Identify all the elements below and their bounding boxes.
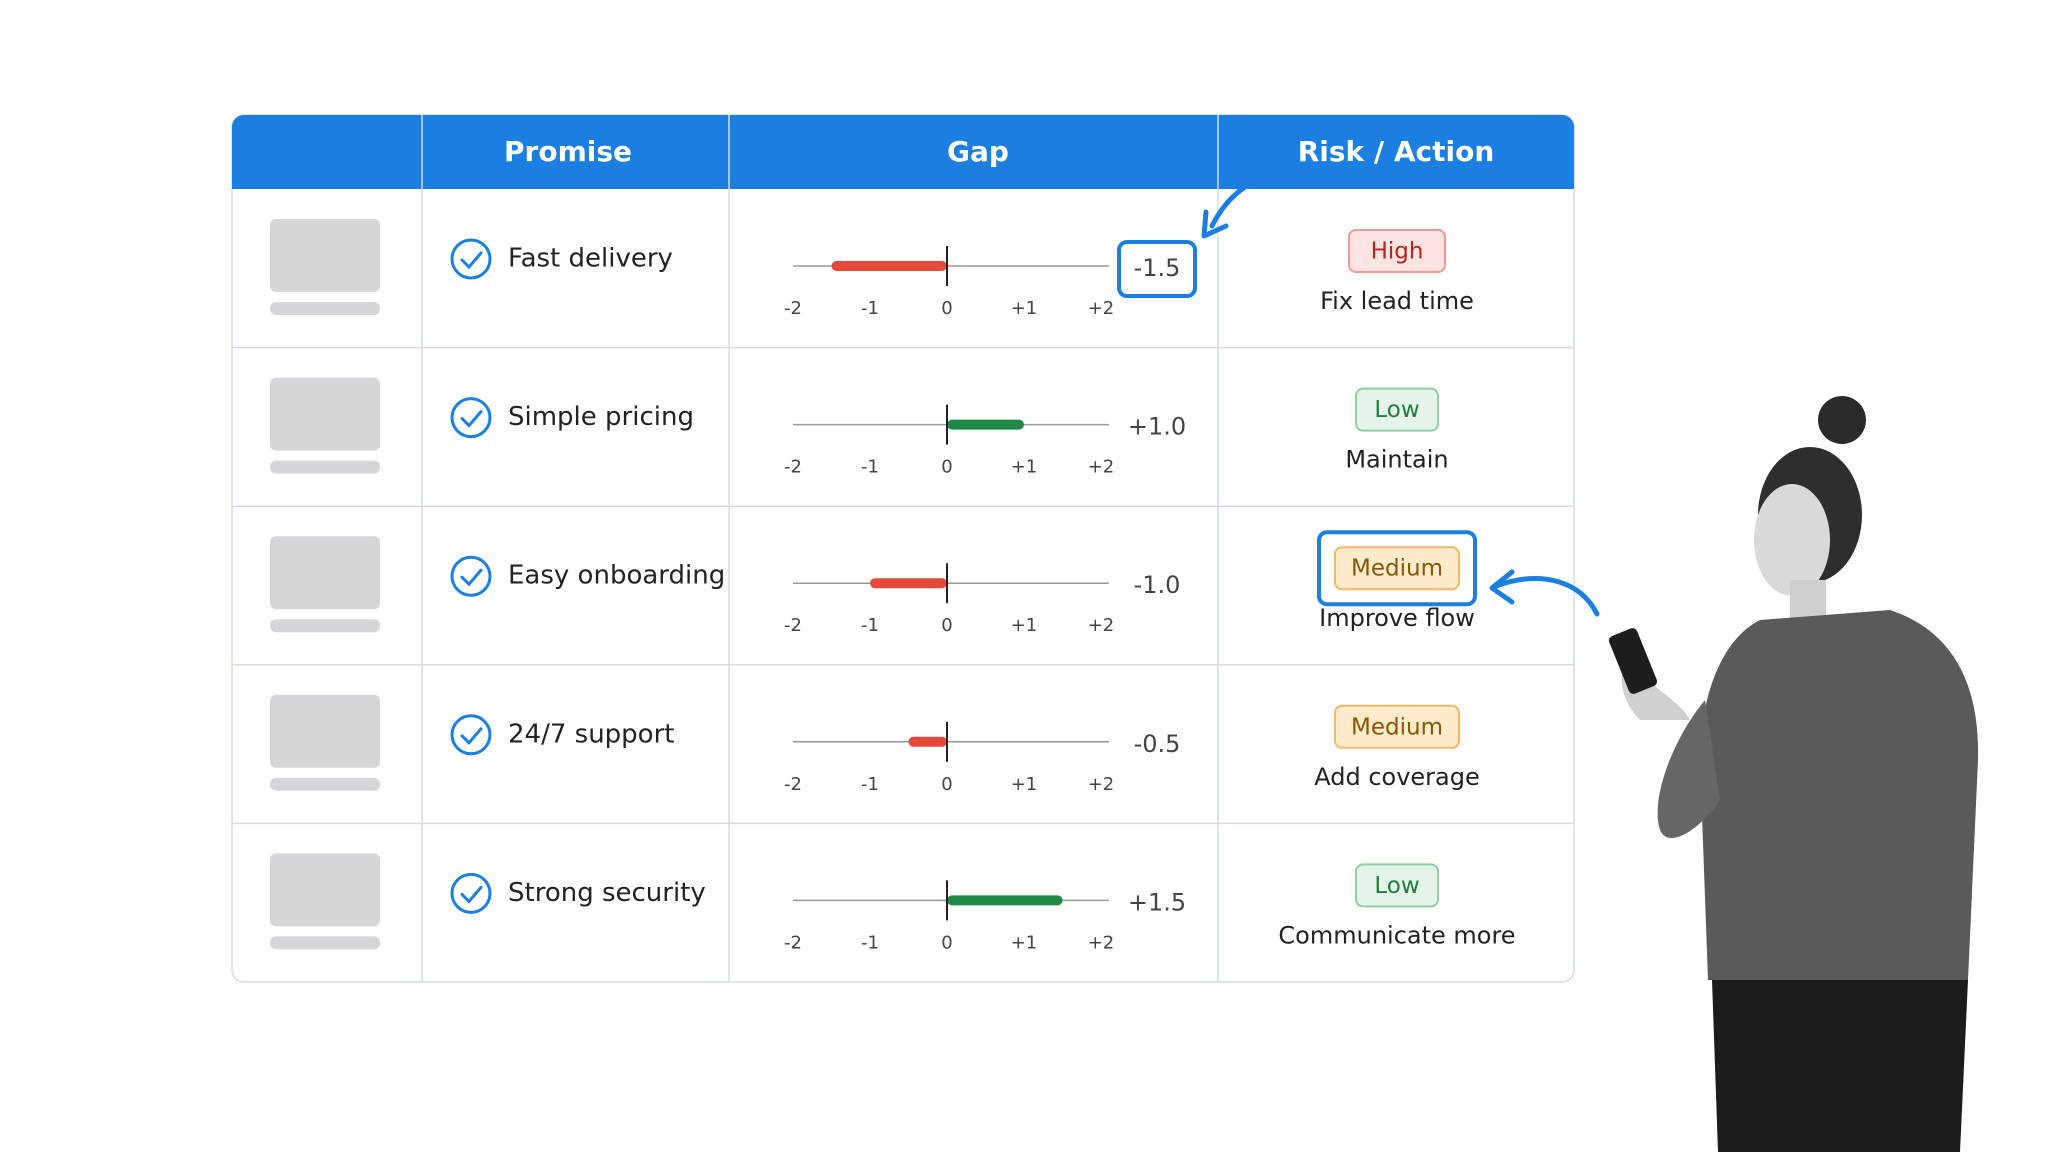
gap-tick-label: -2 bbox=[784, 615, 802, 636]
person-illustration bbox=[1608, 396, 1979, 1152]
gap-tick-label: -1 bbox=[861, 298, 879, 319]
risk-badge bbox=[1355, 387, 1439, 432]
gap-tick-label: -2 bbox=[784, 774, 802, 795]
thumbnail-caption bbox=[270, 777, 380, 791]
gap-bar bbox=[870, 578, 947, 589]
gap-tick-label: +2 bbox=[1088, 298, 1115, 319]
risk-badge bbox=[1334, 704, 1460, 749]
thumbnail bbox=[270, 694, 380, 768]
gap-tick-label: -2 bbox=[784, 457, 802, 478]
promise-text: 24/7 support bbox=[508, 719, 674, 749]
check-icon bbox=[450, 555, 492, 597]
gap-tick-label: -1 bbox=[861, 457, 879, 478]
gap-tick-label: +1 bbox=[1011, 932, 1038, 953]
gap-tick-label: 0 bbox=[941, 298, 952, 319]
gap-value: -1.0 bbox=[1134, 571, 1181, 599]
arrow-head bbox=[1489, 569, 1515, 605]
gap-tick-label: +1 bbox=[1011, 615, 1038, 636]
gap-tick-label: 0 bbox=[941, 615, 952, 636]
action-text: Improve flow bbox=[1319, 604, 1475, 632]
header-row: Promise Gap Risk / Action bbox=[504, 135, 1494, 168]
action-text: Add coverage bbox=[1314, 763, 1480, 791]
promise-text: Easy onboarding bbox=[508, 561, 725, 591]
arrow bbox=[1209, 167, 1303, 229]
promise-text: Strong security bbox=[508, 878, 706, 908]
thumbnail-caption bbox=[270, 460, 380, 474]
header-cell: Promise bbox=[504, 135, 632, 168]
thumbnail-caption bbox=[270, 619, 380, 633]
table-body: Fast delivery -2 -1 0 +1 +2 -1.5 High Fix lead t… bbox=[232, 219, 1574, 953]
risk-label: Medium bbox=[1351, 714, 1443, 740]
risk-label: Low bbox=[1374, 873, 1419, 899]
check-mark bbox=[460, 727, 483, 746]
action-text: Fix lead time bbox=[1320, 287, 1474, 315]
gap-value: +1.5 bbox=[1128, 888, 1186, 916]
gap-bar bbox=[831, 261, 947, 271]
check-icon bbox=[450, 397, 492, 439]
promise-text: Fast delivery bbox=[508, 244, 673, 274]
gap-tick-label: -1 bbox=[861, 932, 879, 953]
check-mark bbox=[460, 251, 483, 270]
thumbnail bbox=[270, 219, 380, 292]
header-cell: Gap bbox=[947, 135, 1009, 168]
gap-tick-label: +1 bbox=[1011, 774, 1038, 795]
gap-tick-label: 0 bbox=[941, 932, 952, 953]
gap-bar bbox=[947, 419, 1024, 430]
gap-tick-label: +1 bbox=[1011, 457, 1038, 478]
risk-label: Medium bbox=[1351, 556, 1443, 582]
gap-value: -1.5 bbox=[1134, 254, 1181, 282]
column-lines bbox=[421, 115, 1219, 982]
gap-tick-label: +2 bbox=[1088, 774, 1115, 795]
gap-tick-label: 0 bbox=[941, 457, 952, 478]
highlight-box bbox=[1117, 240, 1197, 298]
check-icon bbox=[450, 872, 492, 914]
check-mark bbox=[460, 885, 483, 904]
check-mark bbox=[460, 410, 483, 428]
thumbnail bbox=[270, 853, 380, 927]
gap-tick-label: 0 bbox=[941, 774, 952, 795]
check-icon bbox=[450, 714, 492, 756]
header-cell: Risk / Action bbox=[1298, 135, 1495, 168]
gap-bar bbox=[947, 895, 1063, 906]
check-icon bbox=[450, 238, 492, 280]
risk-badge bbox=[1355, 863, 1439, 908]
gap-value: -0.5 bbox=[1134, 730, 1181, 758]
check-mark bbox=[460, 568, 483, 587]
arrow bbox=[1493, 576, 1600, 617]
risk-badge bbox=[1348, 229, 1446, 273]
risk-badge bbox=[1334, 546, 1460, 591]
arrow-head bbox=[1201, 209, 1229, 239]
table-header bbox=[232, 115, 1574, 189]
gap-tick-label: -2 bbox=[784, 932, 802, 953]
thumbnail-caption bbox=[270, 936, 380, 950]
gap-bar bbox=[908, 736, 947, 747]
gap-tick-label: +2 bbox=[1088, 457, 1115, 478]
gap-value: +1.0 bbox=[1128, 413, 1186, 441]
gap-tick-label: +2 bbox=[1088, 615, 1115, 636]
action-text: Maintain bbox=[1345, 446, 1448, 474]
gap-tick-label: -1 bbox=[861, 774, 879, 795]
risk-label: Low bbox=[1374, 397, 1419, 423]
promise-text: Simple pricing bbox=[508, 402, 694, 432]
action-text: Communicate more bbox=[1278, 921, 1515, 949]
thumbnail bbox=[270, 377, 380, 451]
thumbnail-caption bbox=[270, 302, 380, 315]
thumbnail bbox=[270, 536, 380, 610]
gap-tick-label: -2 bbox=[784, 298, 802, 319]
risk-label: High bbox=[1371, 239, 1424, 265]
highlight-box bbox=[1317, 530, 1477, 607]
gap-tick-label: +1 bbox=[1011, 298, 1038, 319]
gap-tick-label: +2 bbox=[1088, 932, 1115, 953]
gap-tick-label: -1 bbox=[861, 615, 879, 636]
